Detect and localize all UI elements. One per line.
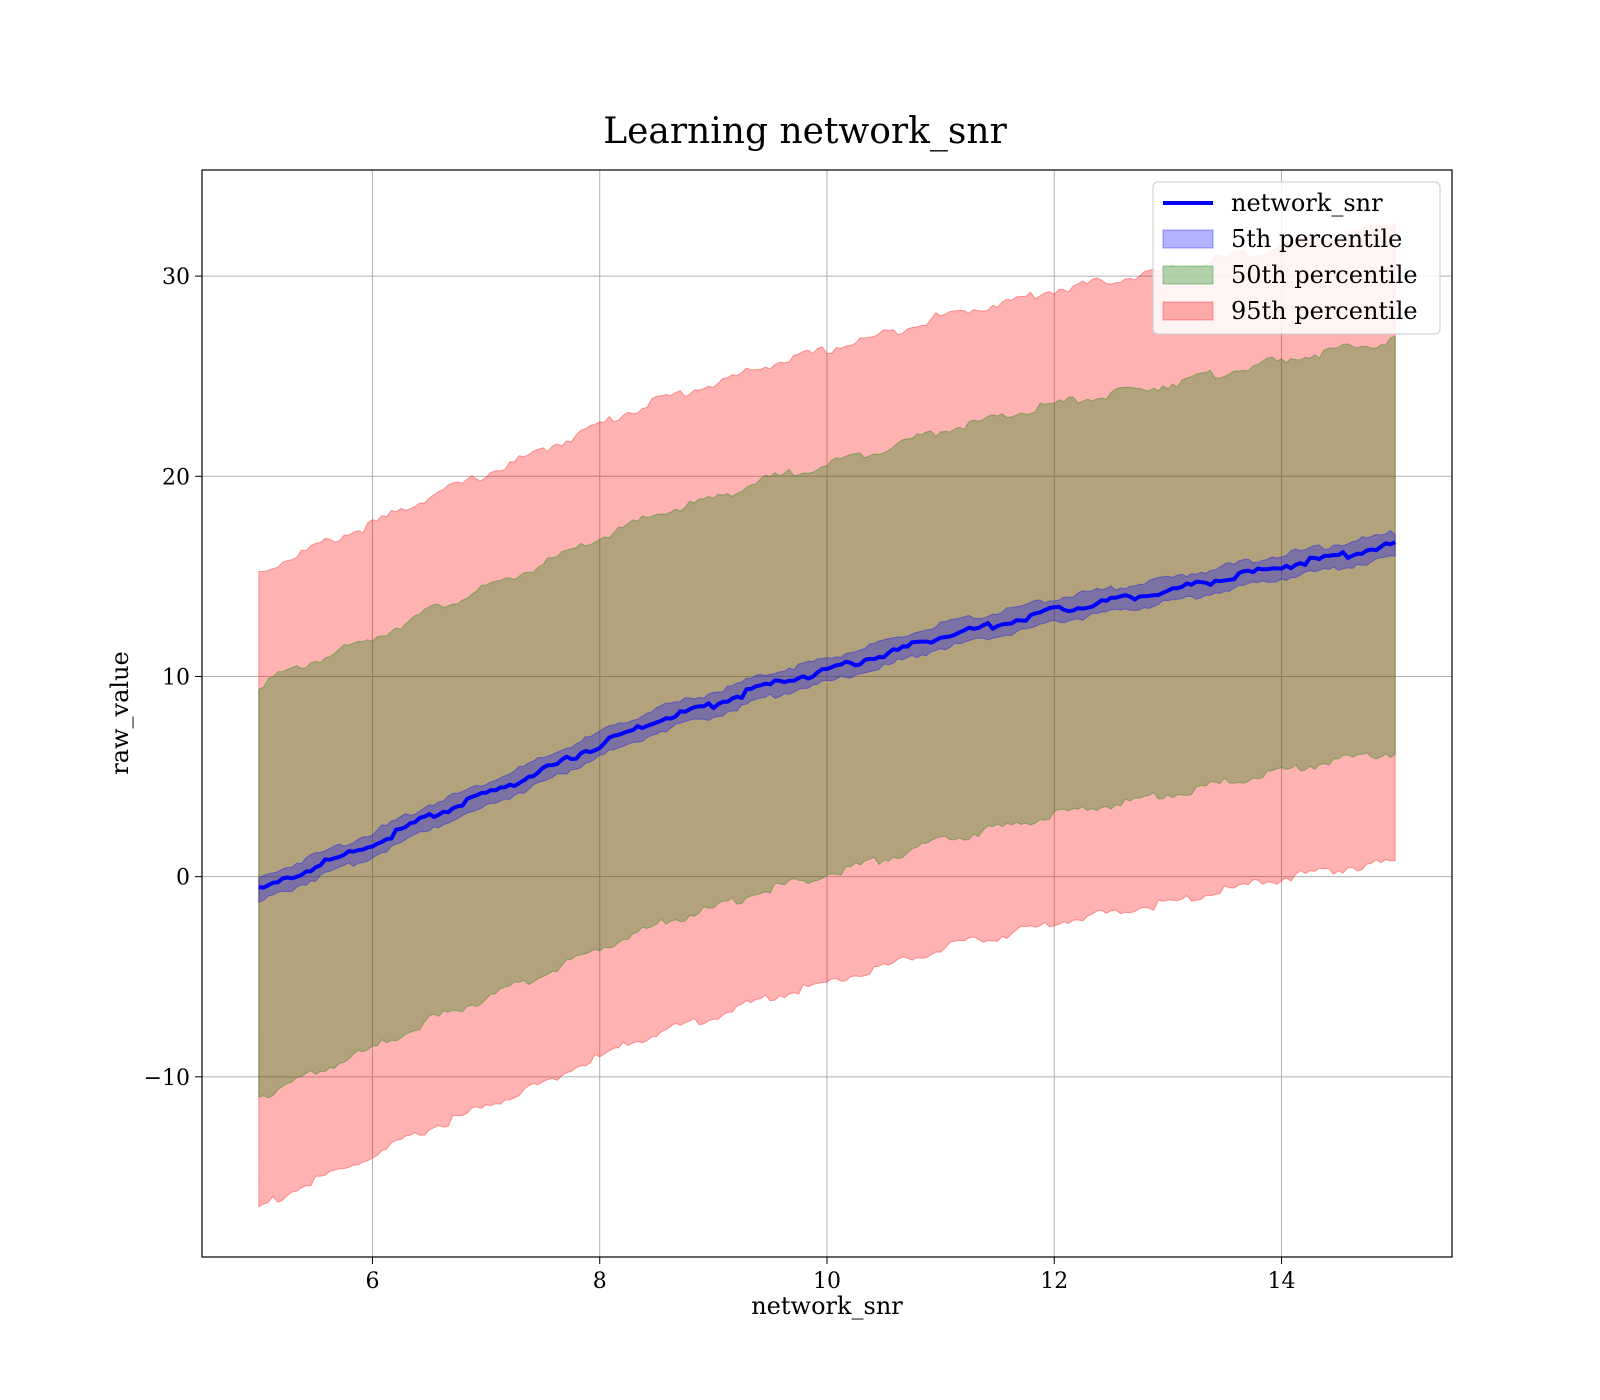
chart-title: Learning network_snr	[603, 111, 1007, 152]
axis-ticks: 6 8 10 12 14 −10 0 10 20 30	[144, 265, 1296, 1294]
y-tick-label-3: 20	[162, 465, 190, 490]
x-tick-label-2: 10	[813, 1269, 841, 1294]
legend: network_snr 5th percentile 50th percentile…	[1152, 181, 1441, 335]
y-tick-label-0: −10	[144, 1066, 190, 1091]
legend-swatch-2	[1162, 265, 1214, 285]
line-network_snr	[258, 540, 1397, 890]
x-tick-label-3: 12	[1040, 1269, 1068, 1294]
x-tick-label-1: 8	[593, 1269, 607, 1294]
line-series	[258, 540, 1397, 890]
legend-label-1: 5th percentile	[1231, 225, 1402, 253]
legend-label-3: 95th percentile	[1231, 297, 1418, 325]
y-axis-label: raw_value	[106, 651, 134, 775]
y-tick-label-2: 10	[162, 665, 190, 690]
x-tick-label-0: 6	[365, 1269, 379, 1294]
legend-swatch-3	[1162, 301, 1214, 321]
x-tick-label-4: 14	[1268, 1269, 1296, 1294]
legend-label-0: network_snr	[1231, 189, 1383, 217]
legend-box	[1152, 181, 1441, 335]
band-95th-percentile	[258, 223, 1396, 1208]
legend-label-2: 50th percentile	[1231, 261, 1418, 289]
x-axis-label: network_snr	[751, 1292, 903, 1320]
legend-swatch-1	[1162, 229, 1214, 249]
band-50th-percentile	[258, 335, 1396, 1099]
y-tick-label-1: 0	[176, 866, 190, 891]
y-tick-label-4: 30	[162, 265, 190, 290]
